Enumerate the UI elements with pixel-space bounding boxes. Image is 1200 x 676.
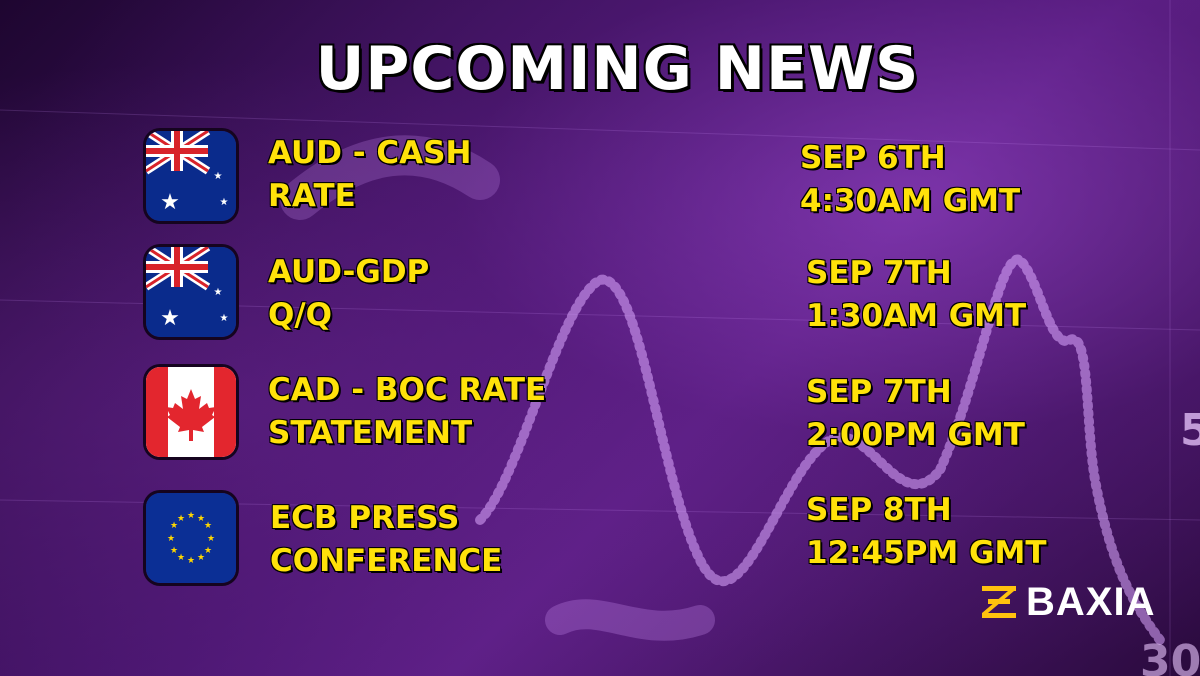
event-date: SEP 7TH 1:30AM GMT — [806, 252, 1026, 338]
event-date-day: SEP 8TH — [806, 492, 952, 528]
canada-flag-icon — [146, 367, 236, 457]
svg-text:★: ★ — [177, 553, 185, 563]
event-date-day: SEP 6TH — [800, 140, 946, 176]
event-date: SEP 7TH 2:00PM GMT — [806, 371, 1025, 457]
svg-text:★: ★ — [197, 553, 205, 563]
svg-text:30: 30 — [1140, 636, 1200, 676]
baxia-logo-icon — [982, 586, 1016, 618]
event-label-line1: AUD-GDP — [268, 254, 430, 290]
event-date-time: 4:30AM GMT — [800, 183, 1021, 219]
event-label-line1: ECB PRESS — [270, 500, 460, 536]
event-label: CAD - BOC RATE STATEMENT — [268, 369, 546, 455]
australia-flag-icon: ★ ★ ★ — [146, 131, 236, 221]
svg-text:★: ★ — [197, 514, 205, 524]
svg-text:★: ★ — [187, 556, 195, 566]
svg-text:★: ★ — [160, 190, 180, 215]
svg-text:★: ★ — [167, 534, 175, 544]
event-date: SEP 8TH 12:45PM GMT — [806, 489, 1046, 575]
event-label: ECB PRESS CONFERENCE — [270, 497, 502, 583]
svg-text:★: ★ — [187, 511, 195, 521]
svg-text:★: ★ — [170, 521, 178, 531]
eu-flag-icon: ★ ★ ★ ★ ★ ★ ★ ★ ★ ★ ★ ★ — [146, 493, 236, 583]
event-label: AUD-GDP Q/Q — [268, 251, 429, 337]
svg-text:★: ★ — [214, 171, 223, 182]
event-date-time: 1:30AM GMT — [806, 298, 1027, 334]
svg-text:★: ★ — [204, 521, 212, 531]
svg-text:★: ★ — [160, 306, 180, 331]
brand-name: BAXIA — [1026, 579, 1156, 624]
event-label-line1: AUD - CASH — [268, 135, 472, 171]
event-date-day: SEP 7TH — [806, 374, 952, 410]
event-date-time: 2:00PM GMT — [806, 417, 1025, 453]
svg-text:★: ★ — [220, 197, 229, 208]
svg-text:★: ★ — [204, 546, 212, 556]
brand-logo: BAXIA — [980, 580, 1155, 624]
svg-text:★: ★ — [220, 313, 229, 324]
australia-flag-icon: ★ ★ ★ — [146, 247, 236, 337]
svg-text:★: ★ — [177, 514, 185, 524]
page-title: UPCOMING NEWS — [315, 34, 920, 104]
svg-text:★: ★ — [214, 287, 223, 298]
event-label-line1: CAD - BOC RATE — [268, 372, 547, 408]
svg-text:★: ★ — [207, 534, 215, 544]
event-label-line2: Q/Q — [268, 297, 333, 333]
event-label: AUD - CASH RATE — [268, 132, 471, 218]
event-date-day: SEP 7TH — [806, 255, 952, 291]
event-label-line2: RATE — [268, 178, 356, 214]
svg-text:5: 5 — [1180, 405, 1200, 456]
event-label-line2: CONFERENCE — [270, 543, 503, 579]
event-date: SEP 6TH 4:30AM GMT — [800, 137, 1020, 223]
svg-text:★: ★ — [170, 546, 178, 556]
event-label-line2: STATEMENT — [268, 415, 473, 451]
event-date-time: 12:45PM GMT — [806, 535, 1047, 571]
